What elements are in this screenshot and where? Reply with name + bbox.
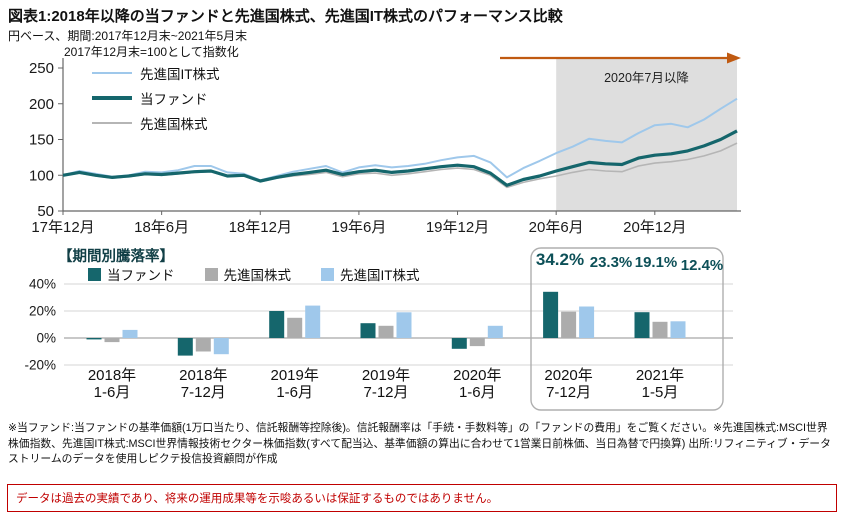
x-tick-label: 19年6月 [331,219,386,236]
highlight-box [530,247,724,411]
y-tick-label: 250 [29,60,54,77]
period-return-bar-chart: 40% 20% 0% -20% 2018年 1-6月 2018年 7-12月 2019年 1-6月… [0,240,846,520]
bar-先進国株式-5 [561,311,577,338]
index-base-note: 2017年12月末=100として指数化 [64,45,239,59]
bar-当ファンド-6 [634,312,650,338]
bar-legend-item-fund: 当ファンド [88,264,175,284]
legend-item-world: 先進国株式 [92,110,220,135]
bar-y-tick-label: -20% [24,358,56,373]
bar-category-label-line2: 1-6月 [276,384,313,401]
bar-category-label-line2: 7-12月 [363,384,408,401]
bar-当ファンド-2 [269,311,285,338]
disclaimer-text: データは過去の実績であり、将来の運用成果等を示唆あるいは保証するものではありませ… [16,493,499,505]
bar-先進国株式-0 [104,338,120,343]
x-tick-label: 20年12月 [623,219,686,236]
world-bar-swatch [204,267,218,281]
bar-category-label-line1: 2019年 [271,367,319,384]
bar-category-label-line2: 1-5月 [642,384,679,401]
bar-当ファンド-3 [360,323,376,339]
bar-y-tick-label: 0% [36,331,56,346]
y-tick-label: 200 [29,96,54,113]
bar-value-label-it-2021: 12.4% [680,257,724,274]
bar-先進国株式-4 [469,338,485,347]
bar-y-tick-label: 20% [29,304,56,319]
fund-line-swatch [92,95,132,100]
bar-先進国IT株式-5 [579,306,595,338]
bar-先進国株式-3 [378,325,394,338]
bar-当ファンド-0 [86,338,102,340]
line-chart-legend: 先進国IT株式 当ファンド 先進国株式 [92,60,220,135]
bar-category-label-line2: 7-12月 [181,384,226,401]
x-tick-label: 19年12月 [426,219,489,236]
bar-先進国IT株式-6 [670,321,686,338]
y-tick-label: 150 [29,132,54,149]
period-arrow-head [727,52,741,64]
bar-category-label-line1: 2018年 [88,367,136,384]
footnote: ※当ファンド:当ファンドの基準価額(1万口当たり、信託報酬等控除後)。信託報酬率… [8,422,831,466]
x-tick-label: 20年6月 [529,219,584,236]
legend-label-it: 先進国IT株式 [140,66,220,82]
legend-item-it: 先進国IT株式 [92,60,220,85]
bar-chart-canvas: 40%20%0%-20%2018年1-6月2018年7-12月2019年1-6月… [24,247,733,411]
bar-legend-label-world: 先進国株式 [223,268,292,283]
world-line-swatch [92,121,132,124]
bar-当ファンド-5 [543,291,559,338]
bar-value-label-it-2020h2: 23.3% [589,254,633,271]
bar-当ファンド-4 [451,338,467,349]
bar-legend-item-it: 先進国IT株式 [321,264,420,284]
it-line-swatch [92,71,132,74]
bar-先進国IT株式-4 [487,325,503,338]
fund-bar-swatch [88,267,101,281]
disclaimer-box: データは過去の実績であり、将来の運用成果等を示唆あるいは保証するものではありませ… [7,484,837,512]
bar-legend-label-fund: 当ファンド [107,268,175,283]
bar-legend-item-world: 先進国株式 [204,264,292,284]
bar-先進国IT株式-2 [305,305,321,338]
it-bar-swatch [321,267,334,281]
y-tick-label: 50 [37,203,54,220]
legend-label-fund: 当ファンド [140,91,208,107]
bar-先進国株式-1 [195,338,211,352]
x-tick-label: 18年12月 [229,219,292,236]
figure-title: 図表1:2018年以降の当ファンドと先進国株式、先進国IT株式のパフォーマンス比… [8,8,563,25]
bar-legend-label-it: 先進国IT株式 [340,268,420,283]
bar-category-label-line1: 2018年 [179,367,227,384]
y-tick-label: 100 [29,167,54,184]
bar-value-label-fund-2021: 19.1% [634,254,678,271]
bar-category-label-line2: 1-6月 [94,384,131,401]
figure-subtitle: 円ベース、期間:2017年12月末~2021年5月末 [8,29,248,43]
bar-先進国IT株式-3 [396,312,412,338]
line-series-当ファンド [62,129,738,187]
legend-label-world: 先進国株式 [140,116,208,132]
bar-先進国株式-6 [652,321,668,338]
bar-category-label-line1: 2020年 [453,367,501,384]
shade-annotation: 2020年7月以降 [604,71,689,85]
bar-value-label-fund-2020h2: 34.2% [535,250,585,269]
bar-category-label-line2: 7-12月 [546,384,591,401]
bar-先進国IT株式-1 [213,338,229,355]
bar-category-label-line1: 2020年 [544,367,592,384]
bar-category-label-line2: 1-6月 [459,384,496,401]
line-series-先進国IT株式 [62,97,738,182]
bar-section-title: 【期間別騰落率】 [58,249,174,265]
bar-category-label-line1: 2021年 [636,367,684,384]
bar-先進国株式-2 [287,317,303,339]
bar-当ファンド-1 [177,338,193,356]
x-tick-label: 18年6月 [134,219,189,236]
performance-line-chart: 250 200 150 100 50 17年12月 18年6月 18年12月 19年6月 19年1… [0,0,846,240]
bar-先進国IT株式-0 [122,329,138,338]
x-tick-label: 17年12月 [31,219,94,236]
bar-y-tick-label: 40% [29,277,56,292]
shade-region [556,58,737,211]
bar-category-label-line1: 2019年 [362,367,410,384]
bar-chart-legend: 当ファンド 先進国株式 先進国IT株式 [88,264,420,284]
legend-item-fund: 当ファンド [92,85,220,110]
